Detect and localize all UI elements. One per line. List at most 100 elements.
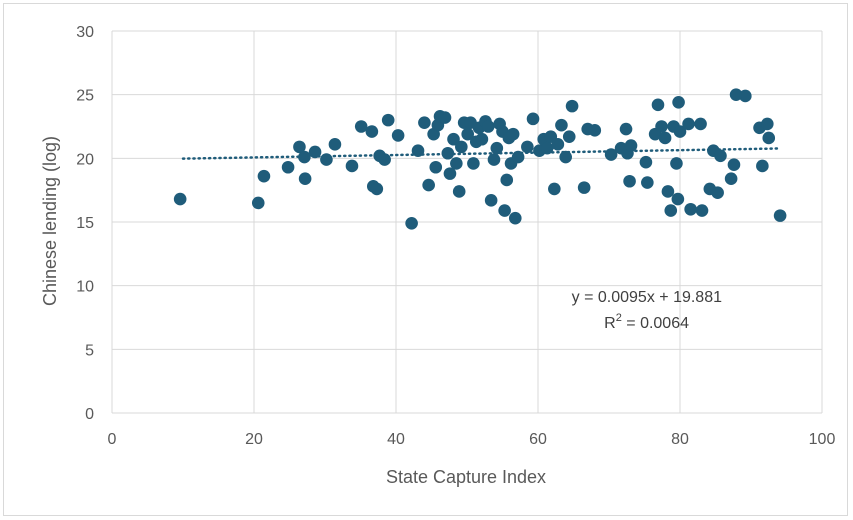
- data-point: [651, 98, 665, 112]
- data-point: [418, 116, 431, 129]
- data-point: [548, 182, 561, 196]
- data-point: [487, 153, 501, 166]
- data-point: [345, 159, 359, 173]
- data-point: [438, 111, 452, 124]
- data-point: [429, 160, 443, 174]
- data-point: [370, 182, 384, 196]
- y-tick-label: 20: [76, 151, 94, 168]
- data-point: [511, 150, 525, 164]
- data-point: [639, 155, 653, 169]
- data-point: [727, 158, 741, 171]
- data-point: [173, 192, 187, 206]
- data-point: [761, 117, 774, 131]
- y-tick-label: 10: [76, 279, 94, 296]
- data-point: [604, 148, 618, 161]
- y-tick-label: 0: [85, 406, 94, 423]
- data-point: [498, 204, 511, 217]
- y-tick-label: 25: [76, 88, 94, 105]
- data-point: [508, 211, 522, 225]
- data-point: [328, 138, 342, 151]
- data-point: [756, 159, 769, 173]
- data-point: [320, 153, 333, 166]
- trendline-equation: y = 0.0095x + 19.881: [572, 289, 722, 306]
- data-point: [673, 125, 687, 138]
- data-point: [623, 174, 636, 188]
- data-point: [565, 99, 579, 113]
- gridlines: [111, 30, 823, 414]
- data-point: [381, 113, 395, 127]
- data-point: [555, 118, 568, 132]
- data-point: [682, 117, 695, 131]
- data-point: [562, 130, 576, 143]
- data-point: [391, 129, 405, 142]
- data-point: [422, 178, 435, 192]
- data-point: [411, 144, 425, 157]
- data-point: [405, 216, 418, 230]
- data-point: [293, 140, 306, 154]
- data-point: [298, 150, 311, 164]
- x-tick-label: 100: [809, 431, 836, 448]
- data-point: [551, 138, 565, 151]
- x-tick-label: 80: [671, 431, 689, 448]
- data-point: [672, 96, 685, 109]
- data-point: [711, 186, 724, 200]
- data-point: [714, 149, 727, 163]
- data-point: [308, 145, 322, 159]
- data-point: [671, 192, 685, 206]
- data-point: [484, 194, 498, 207]
- y-tick-label: 5: [85, 342, 94, 359]
- data-point: [670, 157, 683, 170]
- data-point: [475, 132, 489, 146]
- data-point: [526, 112, 540, 126]
- data-point: [506, 127, 520, 141]
- data-points: [173, 88, 787, 230]
- data-point: [378, 153, 391, 166]
- data-point: [298, 172, 312, 186]
- data-point: [624, 139, 638, 152]
- r-squared-label: R2 = 0.0064: [604, 312, 689, 332]
- data-point: [724, 172, 738, 186]
- data-point: [664, 204, 678, 217]
- data-point: [450, 157, 463, 170]
- data-point: [694, 117, 707, 131]
- data-point: [447, 132, 460, 146]
- data-point: [354, 120, 368, 133]
- data-point: [490, 141, 504, 155]
- data-point: [773, 209, 787, 222]
- x-tick-label: 0: [108, 431, 117, 448]
- data-point: [365, 125, 379, 138]
- data-point: [577, 181, 591, 194]
- data-point: [482, 120, 495, 133]
- data-point: [452, 185, 466, 198]
- data-point: [500, 173, 514, 187]
- data-point: [695, 204, 709, 217]
- x-tick-label: 60: [529, 431, 547, 448]
- data-point: [762, 131, 776, 145]
- data-point: [455, 140, 468, 154]
- data-point: [739, 89, 752, 103]
- data-point: [281, 160, 295, 174]
- trendline: [181, 147, 781, 160]
- y-tick-label: 30: [76, 24, 94, 41]
- data-point: [251, 196, 265, 210]
- data-point: [443, 167, 457, 180]
- data-point: [521, 140, 534, 154]
- data-point: [461, 127, 475, 141]
- data-point: [619, 122, 633, 136]
- chart-frame: [3, 3, 848, 516]
- tick-labels: 0 20 40 60 80 100 0 5 10 15 20 25 30: [76, 24, 835, 448]
- data-point: [658, 131, 672, 145]
- data-point: [661, 185, 675, 198]
- data-point: [684, 202, 697, 216]
- y-axis-title: Chinese lending (log): [40, 136, 60, 306]
- data-point: [559, 150, 572, 164]
- x-tick-label: 40: [387, 431, 405, 448]
- x-tick-label: 20: [245, 431, 263, 448]
- data-point: [655, 120, 668, 133]
- data-point: [729, 88, 743, 101]
- data-point: [441, 146, 455, 160]
- data-point: [257, 169, 271, 183]
- data-point: [540, 141, 554, 155]
- y-tick-label: 15: [76, 215, 94, 232]
